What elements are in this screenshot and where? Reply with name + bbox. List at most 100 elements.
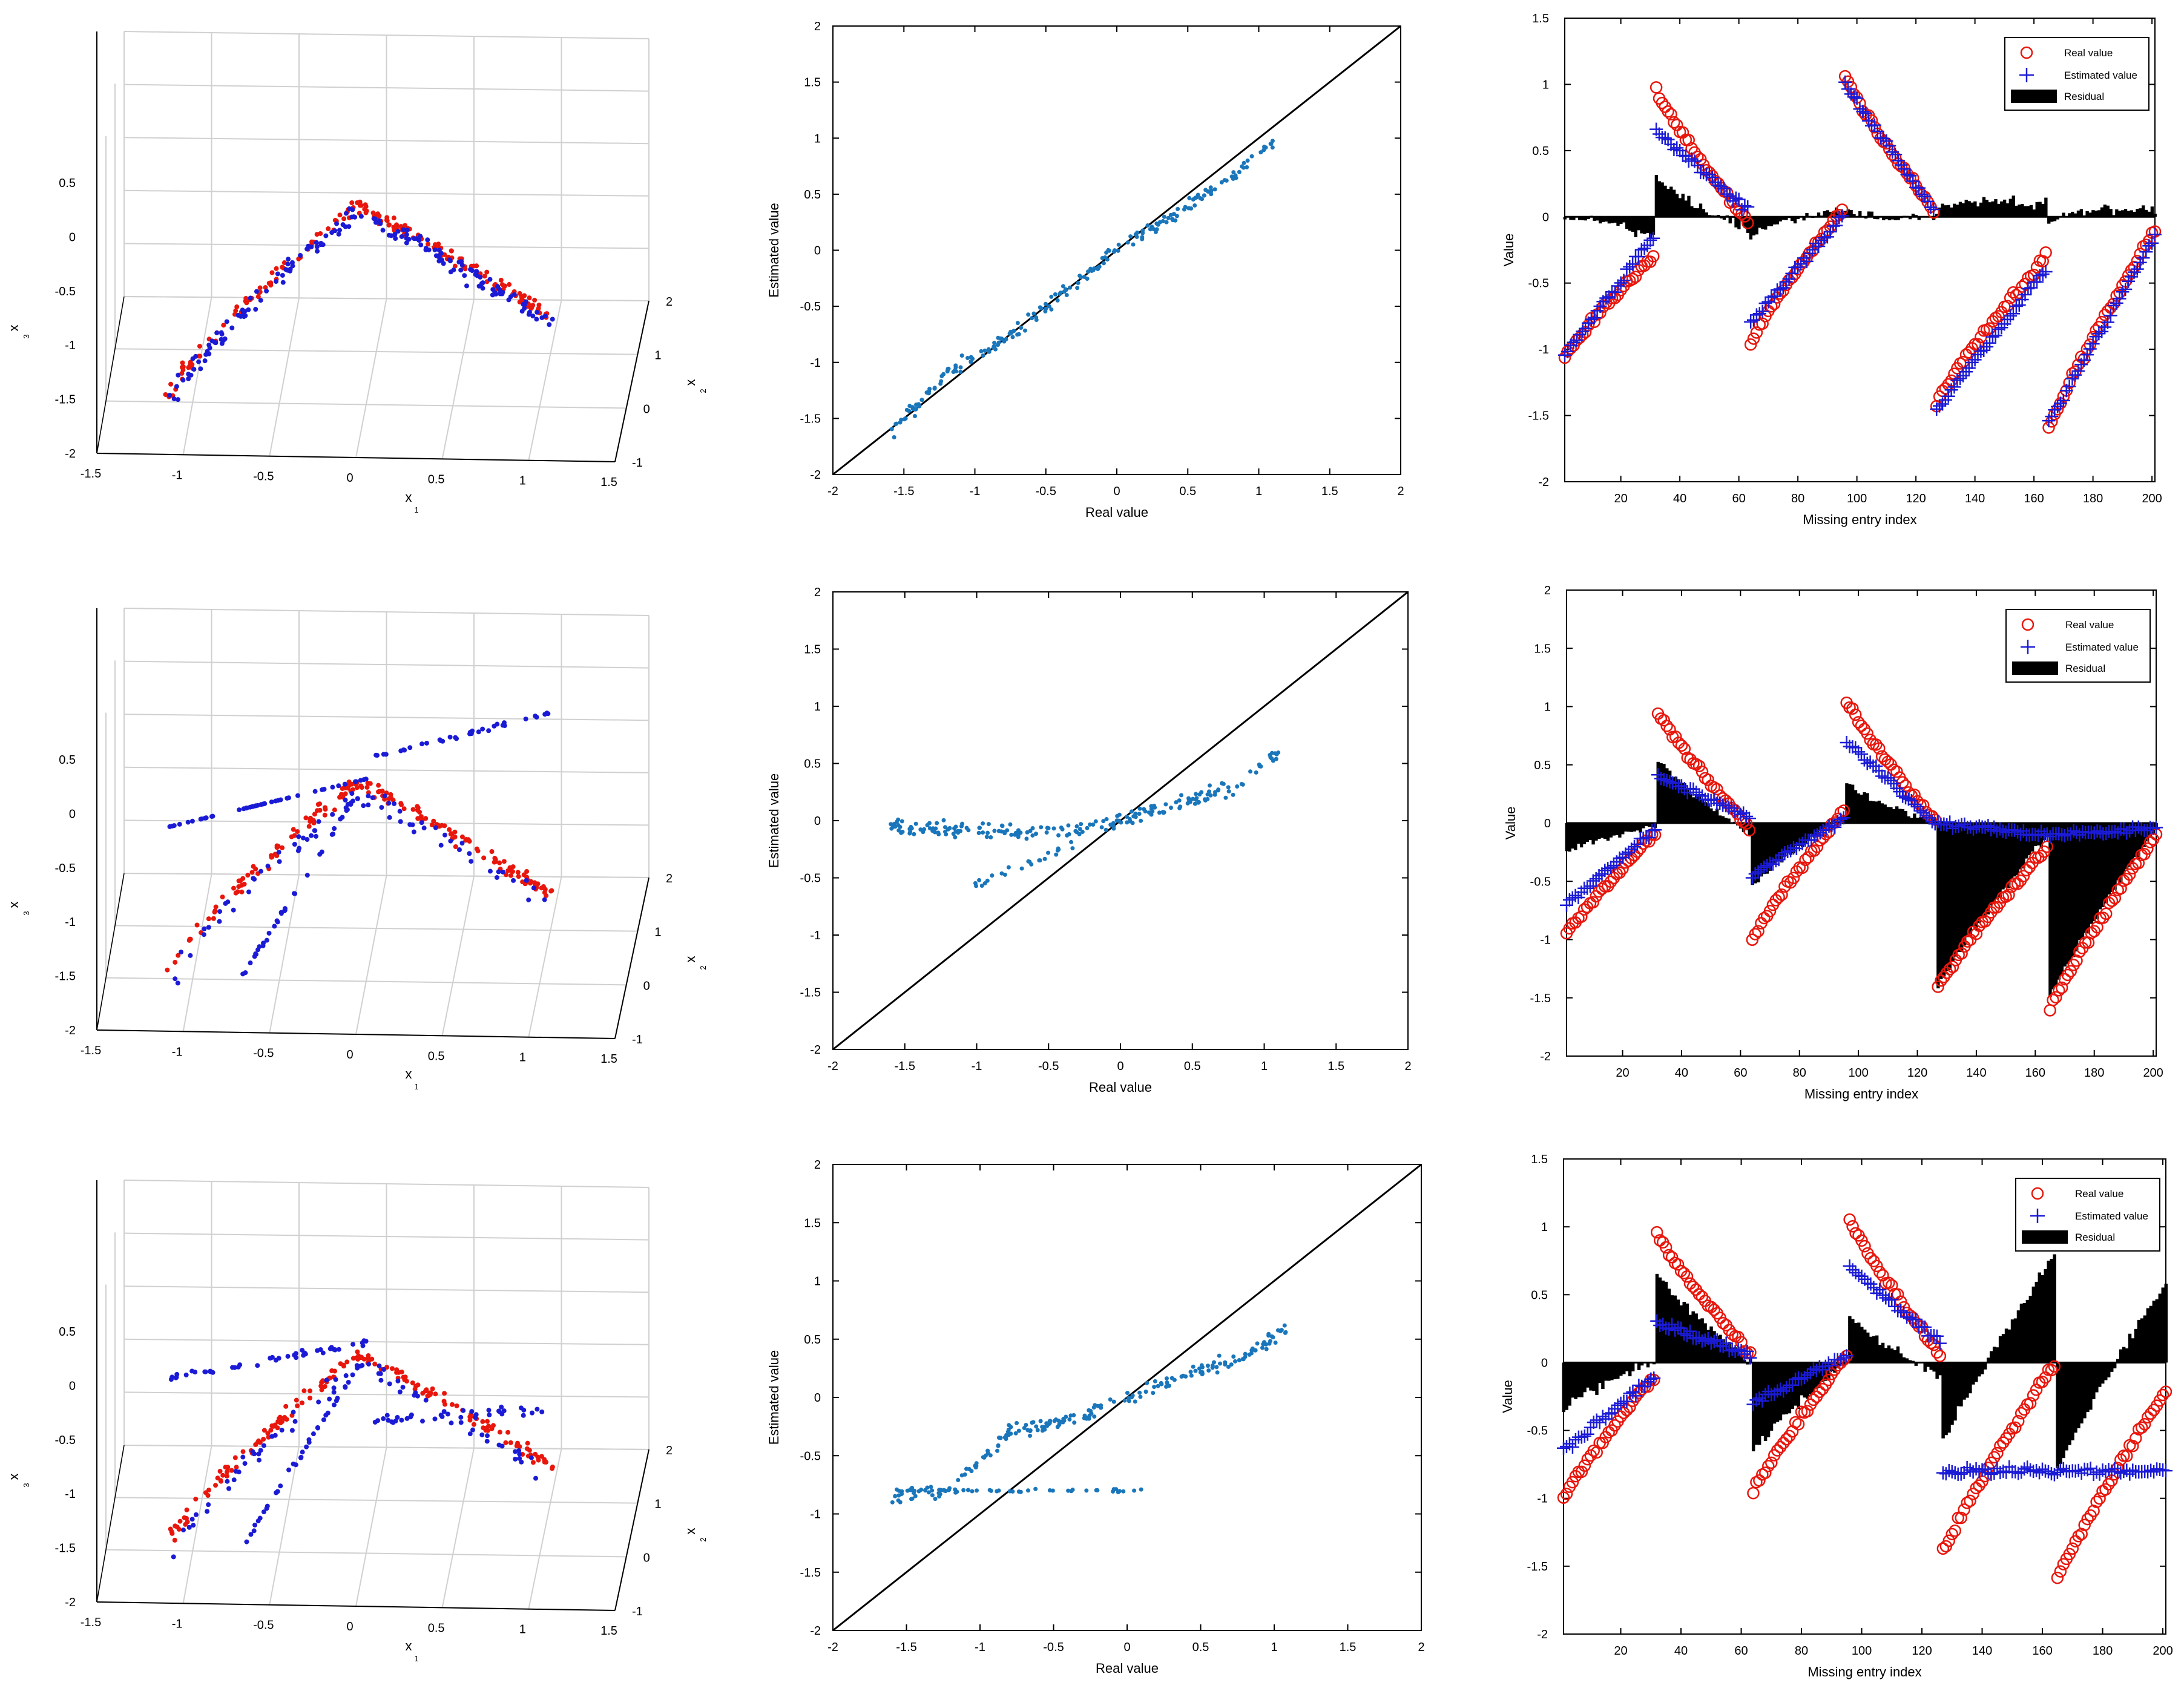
x1-axis-line	[96, 453, 616, 462]
x1-tick-label: -1.5	[81, 1044, 101, 1057]
residual-bar	[1860, 1327, 1864, 1363]
point-cloud	[165, 711, 554, 986]
estimated-marker	[1704, 1336, 1718, 1350]
real-point	[403, 223, 408, 228]
estimated-marker	[1786, 1378, 1800, 1392]
residual-bar	[1586, 1362, 1590, 1388]
real-marker	[2132, 856, 2145, 870]
scatter-point	[922, 827, 927, 832]
residual-bar	[1762, 823, 1766, 875]
estimated-marker	[1959, 365, 1973, 379]
estimated-marker	[1567, 335, 1580, 349]
estimated-point	[175, 980, 180, 986]
scatter-point	[1099, 825, 1104, 830]
scatter-panel-1: -2 -1.5 -1 -0.5 0 0.5 1 1.5 2-2-1.5-1-0.500.511.…	[766, 20, 1404, 520]
estimated-marker	[1776, 281, 1790, 295]
real-point	[245, 872, 251, 878]
residual-bar	[1633, 823, 1636, 832]
scatter-point	[1039, 825, 1044, 830]
residual-bar	[2057, 823, 2061, 980]
x-tick-label: 1.5	[1340, 1641, 1357, 1654]
real-marker	[1881, 755, 1895, 768]
estimated-point	[331, 1402, 337, 1408]
grid-line	[182, 1445, 212, 1604]
estimated-marker	[2045, 410, 2059, 424]
x3-axis-label-group: x3	[6, 325, 31, 339]
grid-line	[105, 400, 627, 409]
residual-bar	[1752, 217, 1755, 236]
real-point	[410, 1380, 415, 1385]
real-marker	[1696, 765, 1709, 778]
real-marker	[1686, 1280, 1700, 1293]
residual-bar	[1904, 811, 1907, 823]
real-marker	[1587, 896, 1600, 909]
real-point	[548, 888, 554, 894]
estimated-point	[274, 279, 279, 284]
scatter-point	[1258, 764, 1263, 769]
estimated-point	[386, 232, 392, 238]
grid-line	[182, 297, 212, 455]
estimated-point	[248, 295, 253, 301]
real-marker	[1899, 780, 1912, 792]
scatter-point	[1007, 1489, 1012, 1494]
scatter-point	[1024, 1422, 1028, 1427]
scatter-point	[1049, 294, 1054, 299]
residual-bar	[1998, 823, 2002, 898]
x3-axis-label: x	[6, 902, 21, 908]
estimated-marker	[1760, 859, 1774, 873]
scatter-point	[1237, 169, 1242, 174]
scatter-point	[929, 1485, 933, 1489]
scatter-point	[933, 1497, 938, 1502]
estimated-marker	[1568, 1433, 1582, 1446]
estimated-marker	[1599, 291, 1613, 305]
real-marker	[2047, 994, 2059, 1006]
estimated-marker	[1781, 844, 1795, 858]
residual-bar	[2153, 214, 2157, 217]
estimated-point	[325, 1410, 331, 1416]
residual-bar	[2139, 208, 2142, 217]
scatter-point	[1231, 170, 1236, 175]
y-tick-label: 0	[1542, 211, 1549, 224]
estimated-point	[425, 237, 430, 243]
real-marker	[2138, 1418, 2151, 1431]
residual-bar	[1705, 212, 1708, 217]
residual-bar	[2051, 823, 2055, 990]
scatter-point	[913, 407, 918, 412]
residual-bar	[1622, 217, 1626, 223]
estimated-point	[292, 841, 297, 847]
residual-bar	[1642, 823, 1645, 829]
x-tick-label: 2	[1418, 1641, 1424, 1654]
real-point	[233, 308, 238, 313]
scatter-point	[1026, 312, 1031, 317]
estimated-marker	[1611, 279, 1625, 293]
residual-bar	[1607, 1362, 1611, 1381]
scatter-point	[1028, 1433, 1033, 1438]
real-marker	[1943, 963, 1956, 976]
estimated-marker	[1857, 753, 1871, 767]
residual-bar	[2024, 206, 2027, 217]
y-tick-label: -1	[810, 356, 821, 370]
residual-bar	[2140, 1318, 2144, 1363]
real-marker	[2072, 1530, 2085, 1543]
estimated-point	[231, 1477, 237, 1483]
estimated-point	[534, 309, 540, 315]
legend-residual-swatch	[2011, 90, 2057, 103]
x-tick-label: 200	[2153, 1644, 2172, 1658]
scatter-point	[1245, 158, 1250, 163]
residual-bar	[2158, 1293, 2162, 1363]
estimated-marker	[2018, 1462, 2031, 1476]
y-axis-label-group: Value	[1503, 807, 1518, 840]
y-axis-label-group: Value	[1501, 234, 1516, 267]
residual-bar	[1984, 1362, 1987, 1370]
residual-bar	[1882, 217, 1886, 220]
estimated-point	[392, 801, 397, 806]
real-point	[532, 297, 538, 303]
x1-tick-label: 0	[346, 471, 353, 485]
estimated-point	[542, 897, 547, 902]
real-point	[447, 827, 452, 832]
estimated-marker	[1995, 321, 2008, 335]
estimated-point	[323, 233, 329, 238]
estimated-point	[363, 1339, 369, 1344]
residual-bar	[1759, 823, 1763, 877]
estimated-point	[350, 1342, 356, 1347]
